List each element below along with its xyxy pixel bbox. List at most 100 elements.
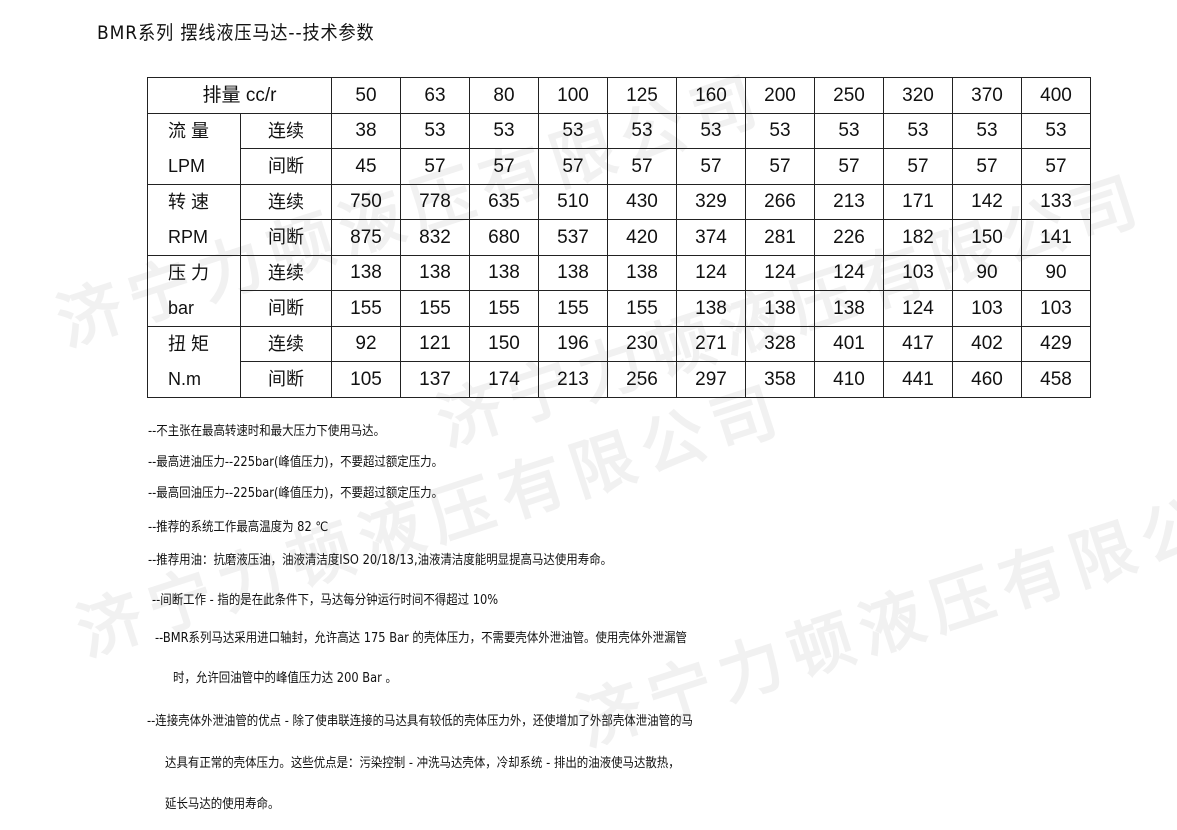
table-cell: 138	[469, 254, 539, 291]
table-cell: 138	[814, 290, 884, 327]
table-cell: 53	[469, 112, 539, 149]
table-cell: 417	[883, 325, 953, 362]
note-line: --连接壳体外泄油管的优点 - 除了使串联连接的马达具有较低的壳体压力外，还使增…	[147, 714, 693, 729]
mode-label: 连续	[240, 183, 332, 220]
table-cell: 124	[814, 254, 884, 291]
table-cell: 537	[538, 219, 608, 256]
table-cell: 155	[400, 290, 470, 327]
displacement-value: 63	[400, 77, 470, 114]
displacement-value: 250	[814, 77, 884, 114]
table-cell: 90	[1021, 254, 1091, 291]
table-cell: 138	[745, 290, 815, 327]
note-line: --最高回油压力--225bar(峰值压力)，不要超过额定压力。	[148, 486, 444, 501]
table-row: 流 量 LPM 连续 38 53 53 53 53 53 53 53 53 53 53	[147, 112, 1091, 185]
group-label: 压 力 bar	[147, 254, 241, 327]
table-cell: 57	[676, 148, 746, 185]
table-cell: 458	[1021, 361, 1091, 398]
table-cell: 155	[607, 290, 677, 327]
note-line: --推荐用油：抗磨液压油，油液清洁度ISO 20/18/13,油液清洁度能明显提…	[148, 553, 613, 568]
displacement-value: 125	[607, 77, 677, 114]
table-cell: 137	[400, 361, 470, 398]
table-cell: 138	[676, 290, 746, 327]
displacement-value: 200	[745, 77, 815, 114]
note-line: --BMR系列马达采用进口轴封，允许高达 175 Bar 的壳体压力，不需要壳体…	[155, 631, 687, 646]
group-name: 扭 矩	[168, 333, 210, 354]
table-cell: 875	[331, 219, 401, 256]
table-cell: 103	[952, 290, 1022, 327]
table-cell: 402	[952, 325, 1022, 362]
displacement-value: 160	[676, 77, 746, 114]
table-cell: 266	[745, 183, 815, 220]
table-cell: 57	[814, 148, 884, 185]
table-cell: 57	[400, 148, 470, 185]
table-cell: 430	[607, 183, 677, 220]
table-cell: 53	[538, 112, 608, 149]
table-cell: 138	[400, 254, 470, 291]
table-row: 间断 875 832 680 537 420 374 281 226 182 150 141	[148, 219, 1091, 256]
table-cell: 138	[607, 254, 677, 291]
table-cell: 297	[676, 361, 746, 398]
table-cell: 832	[400, 219, 470, 256]
displacement-value: 370	[952, 77, 1022, 114]
table-cell: 53	[952, 112, 1022, 149]
group-unit: LPM	[168, 155, 206, 176]
table-row: 扭 矩 N.m 连续 92 121 150 196 230 271 328 401 417 402 429	[147, 325, 1091, 398]
table-cell: 460	[952, 361, 1022, 398]
table-cell: 420	[607, 219, 677, 256]
table-cell: 92	[331, 325, 401, 362]
mode-label: 连续	[240, 112, 332, 149]
group-name: 流 量	[168, 120, 210, 141]
table-cell: 53	[400, 112, 470, 149]
table-cell: 121	[400, 325, 470, 362]
group-label: 流 量 LPM	[147, 112, 241, 185]
group-name: 压 力	[168, 262, 210, 283]
table-cell: 103	[883, 254, 953, 291]
note-line: --间断工作 - 指的是在此条件下，马达每分钟运行时间不得超过 10%	[152, 593, 499, 608]
header-row: 排量 cc/r 50 63 80 100 125 160 200 250 320 370 400	[147, 77, 1091, 114]
mode-label: 间断	[240, 148, 332, 185]
table-cell: 256	[607, 361, 677, 398]
table-cell: 635	[469, 183, 539, 220]
note-line: --不主张在最高转速时和最大压力下使用马达。	[148, 424, 386, 439]
table-cell: 155	[538, 290, 608, 327]
table-cell: 374	[676, 219, 746, 256]
mode-label: 连续	[240, 254, 332, 291]
table-cell: 38	[331, 112, 401, 149]
mode-label: 间断	[240, 361, 332, 398]
table-cell: 57	[469, 148, 539, 185]
table-cell: 230	[607, 325, 677, 362]
table-cell: 401	[814, 325, 884, 362]
table-cell: 271	[676, 325, 746, 362]
table-row: 间断 155 155 155 155 155 138 138 138 124 103 103	[148, 290, 1091, 327]
table-cell: 53	[676, 112, 746, 149]
table-cell: 778	[400, 183, 470, 220]
table-cell: 53	[883, 112, 953, 149]
table-cell: 53	[745, 112, 815, 149]
table-cell: 155	[331, 290, 401, 327]
displacement-value: 320	[883, 77, 953, 114]
group-name: 转 速	[168, 191, 210, 212]
table-cell: 429	[1021, 325, 1091, 362]
mode-label: 间断	[240, 290, 332, 327]
table-row: 转 速 RPM 连续 750 778 635 510 430 329 266 213 171 142 13…	[147, 183, 1091, 256]
group-label: 转 速 RPM	[147, 183, 241, 256]
table-cell: 57	[538, 148, 608, 185]
displacement-value: 400	[1021, 77, 1091, 114]
table-cell: 57	[1021, 148, 1091, 185]
table-cell: 142	[952, 183, 1022, 220]
table-row: 间断 45 57 57 57 57 57 57 57 57 57 57	[148, 148, 1091, 185]
table-cell: 213	[538, 361, 608, 398]
table-cell: 45	[331, 148, 401, 185]
note-line: 达具有正常的壳体压力。这些优点是：污染控制 - 冲洗马达壳体，冷却系统 - 排出…	[165, 756, 680, 771]
table-cell: 90	[952, 254, 1022, 291]
table-cell: 105	[331, 361, 401, 398]
table-cell: 510	[538, 183, 608, 220]
table-cell: 57	[745, 148, 815, 185]
table-cell: 150	[952, 219, 1022, 256]
table-cell: 124	[676, 254, 746, 291]
table-cell: 57	[883, 148, 953, 185]
mode-label: 间断	[240, 219, 332, 256]
table-cell: 174	[469, 361, 539, 398]
table-cell: 281	[745, 219, 815, 256]
